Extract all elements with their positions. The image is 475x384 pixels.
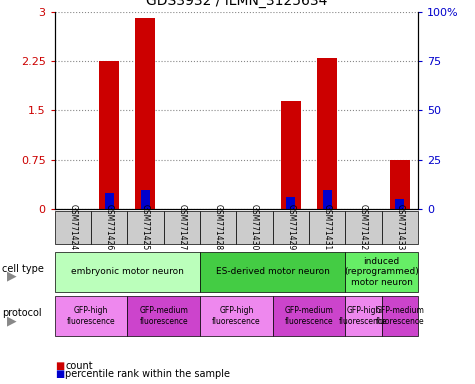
Text: GFP-medium
fluorescence: GFP-medium fluorescence [285, 306, 333, 326]
Bar [99, 61, 119, 209]
Text: GSM771431: GSM771431 [323, 204, 332, 251]
Title: GDS3932 / ILMN_3125634: GDS3932 / ILMN_3125634 [146, 0, 327, 8]
Text: ES-derived motor neuron: ES-derived motor neuron [216, 267, 330, 276]
Text: GSM771429: GSM771429 [286, 204, 295, 251]
Text: count: count [65, 361, 93, 371]
Bar [135, 18, 155, 209]
Text: ▶: ▶ [7, 270, 17, 283]
Text: GSM771426: GSM771426 [104, 204, 114, 251]
Text: embryonic motor neuron: embryonic motor neuron [71, 267, 184, 276]
Text: GSM771427: GSM771427 [177, 204, 186, 251]
Text: protocol: protocol [2, 308, 42, 318]
Bar [317, 58, 337, 209]
Text: GFP-medium
fluorescence: GFP-medium fluorescence [139, 306, 188, 326]
Text: GSM771424: GSM771424 [68, 204, 77, 251]
Bar [395, 199, 404, 209]
Text: GFP-high
fluorescence: GFP-high fluorescence [66, 306, 115, 326]
Text: GSM771425: GSM771425 [141, 204, 150, 251]
Text: GSM771430: GSM771430 [250, 204, 259, 251]
Bar [141, 190, 150, 209]
Bar [104, 194, 114, 209]
Text: ■: ■ [55, 361, 64, 371]
Text: induced
(reprogrammed)
motor neuron: induced (reprogrammed) motor neuron [344, 257, 419, 286]
Text: ▶: ▶ [7, 314, 17, 327]
Text: GFP-high
fluorescence: GFP-high fluorescence [339, 306, 388, 326]
Text: GFP-medium
fluorescence: GFP-medium fluorescence [375, 306, 424, 326]
Text: ■: ■ [55, 369, 64, 379]
Bar [323, 190, 332, 209]
Bar [281, 101, 301, 209]
Text: GSM771428: GSM771428 [214, 204, 223, 251]
Bar [286, 197, 295, 209]
Text: GSM771432: GSM771432 [359, 204, 368, 251]
Text: percentile rank within the sample: percentile rank within the sample [65, 369, 230, 379]
Text: GSM771433: GSM771433 [395, 204, 404, 251]
Text: cell type: cell type [2, 263, 44, 274]
Text: GFP-high
fluorescence: GFP-high fluorescence [212, 306, 261, 326]
Bar [390, 160, 410, 209]
